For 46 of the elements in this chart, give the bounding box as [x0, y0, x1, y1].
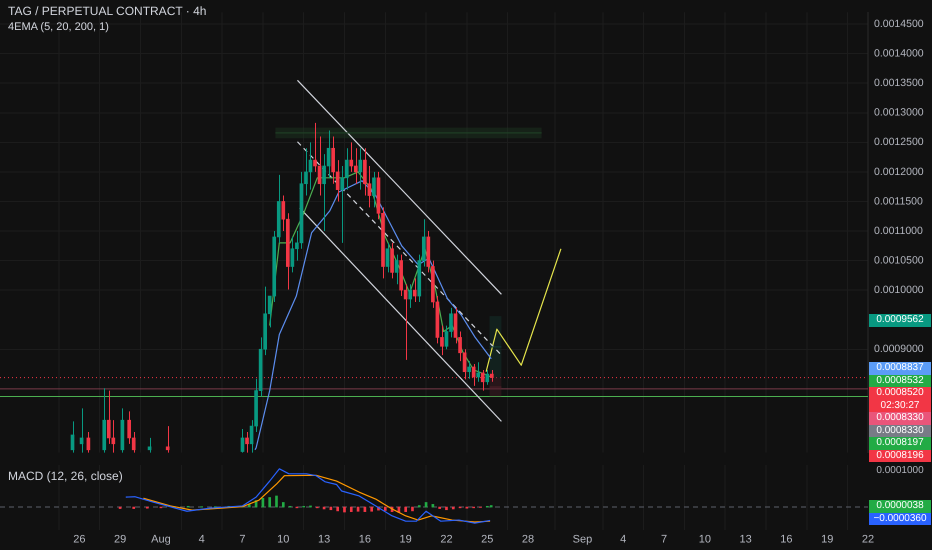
x-tick-label: 29 — [114, 534, 126, 546]
x-tick-label: 7 — [239, 534, 246, 546]
x-tick-label: 22 — [862, 534, 874, 546]
y-tick-label: 0.0010500 — [874, 254, 924, 266]
x-tick-label: 26 — [73, 534, 86, 546]
x-tick-label: 4 — [620, 534, 626, 546]
y-tick-label: 0.0010000 — [874, 284, 924, 296]
text: 02:30:27 — [869, 400, 931, 412]
x-tick-label: 4 — [198, 534, 205, 546]
y-tick-label: 0.0014500 — [874, 18, 924, 30]
text: 0.0008532 — [869, 374, 931, 387]
text: 4EMA (5, 20, 200, 1) — [8, 21, 109, 33]
x-tick-label: 16 — [780, 534, 793, 546]
x-tick-label: 28 — [522, 534, 534, 546]
x-tick-label: Sep — [572, 534, 592, 546]
y-tick-label: 0.0014000 — [874, 48, 924, 60]
text: 0.0008196 — [869, 450, 931, 462]
x-tick-label: 19 — [821, 534, 834, 546]
text: 0.0000038 — [869, 500, 931, 512]
text: 0.0008330 — [869, 412, 931, 424]
y-tick-label: 0.0012000 — [874, 166, 924, 178]
y-tick-label: 0.0012500 — [874, 136, 924, 148]
y-tick-label: 0.0009000 — [874, 343, 924, 356]
chart-title: TAG / PERPETUAL CONTRACT · 4h — [8, 4, 206, 18]
x-tick-label: 10 — [698, 534, 711, 546]
y-tick-label: 0.0013000 — [874, 106, 924, 119]
y-tick-label: 0.0011500 — [874, 195, 924, 208]
x-tick-label: 25 — [481, 534, 494, 546]
x-tick-label: 10 — [277, 534, 290, 546]
y-tick-label: 0.0011000 — [874, 224, 924, 237]
chart-title: MACD (12, 26, close) — [8, 469, 123, 483]
text: 0.0008837 — [869, 362, 931, 374]
x-tick-label: 22 — [440, 534, 453, 546]
x-tick-label: 13 — [739, 534, 752, 546]
x-tick-label: 13 — [318, 534, 330, 546]
x-tick-label: 16 — [358, 534, 371, 546]
text: 0.0009562 — [869, 314, 931, 326]
text: 0.0001000 — [875, 465, 925, 478]
text: 0.0008197 — [869, 437, 931, 450]
text: 0.0008330 — [869, 424, 931, 437]
x-tick-label: 19 — [400, 534, 412, 546]
y-tick-label: 0.0013500 — [874, 77, 924, 90]
text: −0.0000360 — [869, 512, 931, 525]
x-tick-label: Aug — [151, 534, 171, 546]
text: 0.0008520 — [869, 387, 931, 400]
x-tick-label: 7 — [660, 534, 668, 546]
